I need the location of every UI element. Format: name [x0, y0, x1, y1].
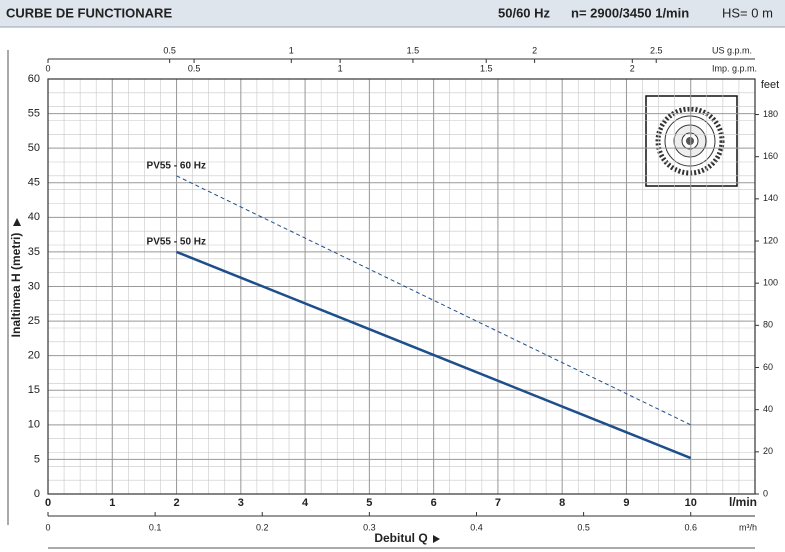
curve — [176, 175, 691, 426]
us_gpm-tick-label: 2.5 — [650, 45, 663, 55]
flow-arrow — [433, 535, 440, 543]
y2-tick-label: 140 — [763, 193, 778, 203]
y-tick-label: 15 — [28, 384, 40, 396]
us_gpm-tick-label: 1 — [289, 45, 294, 55]
us_gpm-tick-label: 1.5 — [407, 45, 420, 55]
pump-image — [645, 95, 738, 187]
y2-tick-label: 160 — [763, 151, 778, 161]
x-tick-label: 9 — [623, 497, 629, 509]
imp_gpm-tick-label: 1 — [338, 63, 343, 73]
y-tick-label: 30 — [28, 280, 40, 292]
y-arrow — [13, 218, 21, 226]
m3h-tick-label: 0 — [45, 522, 50, 532]
y-tick-label: 45 — [28, 177, 40, 189]
y2-tick-label: 40 — [763, 404, 773, 414]
hs: HS= 0 m — [722, 5, 773, 20]
y-tick-label: 5 — [34, 453, 40, 465]
speed: n= 2900/3450 1/min — [571, 5, 689, 20]
imp_gpm-tick-label: 0.5 — [188, 63, 201, 73]
x-tick-label: 7 — [495, 497, 501, 509]
y2-tick-label: 80 — [763, 320, 773, 330]
curve — [176, 250, 692, 460]
y-tick-label: 40 — [28, 211, 40, 223]
us_gpm-tick-label: 2 — [532, 45, 537, 55]
y-axis-title: Inaltimea H (metri) — [9, 233, 23, 338]
flow-title: Debitul Q — [374, 531, 427, 545]
x-tick-label: 8 — [559, 497, 565, 509]
y2-tick-label: 120 — [763, 235, 778, 245]
us-gpm-label: US g.p.m. — [712, 45, 752, 55]
x-axis-title: l/min — [729, 495, 757, 509]
plot-frame — [47, 78, 756, 495]
m3h-tick-label: 0.5 — [577, 522, 590, 532]
header-band — [0, 0, 785, 27]
m3h-tick-label: 0.1 — [149, 522, 162, 532]
y2-tick-label: 100 — [763, 278, 778, 288]
m3h-tick-label: 0.3 — [363, 522, 376, 532]
x-tick-label: 0 — [45, 497, 51, 509]
y2-tick-label: 60 — [763, 362, 773, 372]
y-tick-label: 25 — [28, 315, 40, 327]
y2-tick-label: 0 — [763, 488, 768, 498]
y-tick-label: 35 — [28, 246, 40, 258]
y-tick-label: 0 — [34, 488, 40, 500]
x-tick-label: 5 — [366, 497, 372, 509]
y-tick-label: 10 — [28, 419, 40, 431]
y2-tick-label: 180 — [763, 109, 778, 119]
imp_gpm-tick-label: 1.5 — [480, 63, 493, 73]
imp-gpm-label: Imp. g.p.m. — [712, 63, 757, 73]
us_gpm-tick-label: 0.5 — [163, 45, 176, 55]
x-tick-label: 10 — [685, 497, 697, 509]
y-tick-label: 20 — [28, 350, 40, 362]
y-tick-label: 60 — [28, 73, 40, 85]
x-tick-label: 3 — [238, 497, 244, 509]
m3h-label: m³/h — [739, 522, 757, 532]
y2-tick-label: 20 — [763, 446, 773, 456]
m3h-tick-label: 0.4 — [470, 522, 483, 532]
frequency: 50/60 Hz — [498, 5, 551, 20]
x-tick-label: 2 — [173, 497, 179, 509]
y2-axis-title: feet — [761, 79, 779, 91]
chart-title: CURBE DE FUNCTIONARE — [6, 5, 172, 20]
imp_gpm-tick-label: 2 — [630, 63, 635, 73]
curve-label: PV55 - 50 Hz — [147, 237, 206, 248]
x-tick-label: 6 — [431, 497, 437, 509]
x-tick-label: 1 — [109, 497, 115, 509]
curve-label: PV55 - 60 Hz — [147, 160, 206, 171]
y-tick-label: 50 — [28, 142, 40, 154]
y-tick-label: 55 — [28, 107, 40, 119]
m3h-tick-label: 0.2 — [256, 522, 269, 532]
x-tick-label: 4 — [302, 497, 309, 509]
imp_gpm-tick-label: 0 — [45, 63, 50, 73]
m3h-tick-label: 0.6 — [684, 522, 697, 532]
